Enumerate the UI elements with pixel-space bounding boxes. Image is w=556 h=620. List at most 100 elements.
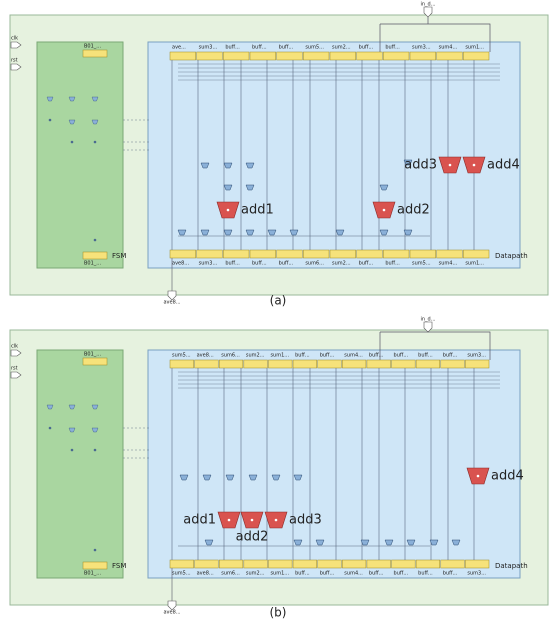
adder-label: add4 [487, 158, 520, 173]
register [410, 250, 436, 258]
register-label: buff... [320, 353, 335, 359]
fsm-block [37, 350, 123, 578]
register-label: ave8... [197, 571, 214, 577]
fsm-dot [94, 141, 97, 144]
register [416, 360, 440, 368]
register [195, 360, 219, 368]
register [437, 250, 463, 258]
register-label: buff... [443, 571, 458, 577]
register-label: buff... [295, 571, 310, 577]
fsm-register-label: B01_... [84, 44, 101, 50]
adder-dot [449, 164, 452, 167]
fsm-register [83, 562, 107, 569]
register-label: sum6... [305, 261, 324, 267]
fsm-register [83, 358, 107, 365]
register-label: buff... [385, 261, 400, 267]
register [463, 52, 489, 60]
register-label: buff... [279, 261, 294, 267]
adder-label: add3 [289, 513, 322, 528]
fsm-dot [71, 141, 74, 144]
adder-dot [251, 519, 254, 522]
register [342, 560, 366, 568]
input-label: in_d... [421, 2, 436, 8]
register-label: sum3... [412, 45, 431, 51]
register-label: ave8... [197, 353, 214, 359]
register-label: sum4... [344, 571, 363, 577]
register [170, 360, 194, 368]
datapath-block [148, 350, 520, 578]
register [330, 250, 356, 258]
adder-label: add4 [491, 469, 524, 484]
register [465, 560, 489, 568]
register [465, 360, 489, 368]
register-label: buff... [394, 353, 409, 359]
datapath-label: Datapath [495, 562, 528, 570]
register [303, 250, 329, 258]
port-label: rst [11, 366, 18, 372]
register [303, 52, 329, 60]
register [250, 250, 276, 258]
register [244, 560, 268, 568]
register [392, 560, 416, 568]
register-label: sum3... [467, 353, 486, 359]
register [330, 52, 356, 60]
register [392, 360, 416, 368]
register [357, 52, 383, 60]
register [367, 360, 391, 368]
fsm-dot [94, 239, 97, 242]
caption: (a) [270, 294, 287, 308]
register-label: sum4... [344, 353, 363, 359]
register [223, 52, 249, 60]
port-label: rst [11, 58, 18, 64]
register-label: sum1... [465, 45, 484, 51]
register [293, 360, 317, 368]
register-label: buff... [443, 353, 458, 359]
register [383, 250, 409, 258]
adder-label: add1 [183, 513, 216, 528]
panel: in_d...clkrstB01_...B01_...FSMsum5...ave… [10, 317, 548, 620]
caption: (b) [270, 606, 287, 620]
register [441, 560, 465, 568]
adder-dot [477, 475, 480, 478]
fsm-label: FSM [112, 252, 126, 260]
register-label: buff... [359, 261, 374, 267]
register [318, 560, 342, 568]
adder-dot [383, 209, 386, 212]
register-label: buff... [385, 45, 400, 51]
fsm-dot [71, 449, 74, 452]
adder-dot [275, 519, 278, 522]
register-label: sum6... [221, 353, 240, 359]
register-label: buff... [279, 45, 294, 51]
register-label: buff... [225, 45, 240, 51]
register [268, 360, 292, 368]
register-label: sum3... [467, 571, 486, 577]
output-label: ave8... [163, 300, 180, 306]
register [223, 250, 249, 258]
register-label: sum4... [439, 261, 458, 267]
register-label: sum5... [172, 571, 191, 577]
register [441, 360, 465, 368]
register-label: buff... [369, 571, 384, 577]
register [197, 250, 223, 258]
register-label: ave... [172, 45, 186, 51]
register [357, 250, 383, 258]
register-label: sum2... [332, 261, 351, 267]
register [463, 250, 489, 258]
register [244, 360, 268, 368]
adder-label: add3 [404, 158, 437, 173]
register [437, 52, 463, 60]
register [170, 52, 196, 60]
fsm-register [83, 50, 107, 57]
register-label: buff... [295, 353, 310, 359]
register-label: sum5... [305, 45, 324, 51]
register [197, 52, 223, 60]
register-label: buff... [225, 261, 240, 267]
register-label: sum2... [246, 353, 265, 359]
register-label: sum5... [172, 353, 191, 359]
register-label: sum2... [332, 45, 351, 51]
fsm-dot [94, 549, 97, 552]
fsm-register-label: B01_... [84, 261, 101, 267]
register [268, 560, 292, 568]
fsm-register-label: B01_... [84, 352, 101, 358]
register [277, 52, 303, 60]
